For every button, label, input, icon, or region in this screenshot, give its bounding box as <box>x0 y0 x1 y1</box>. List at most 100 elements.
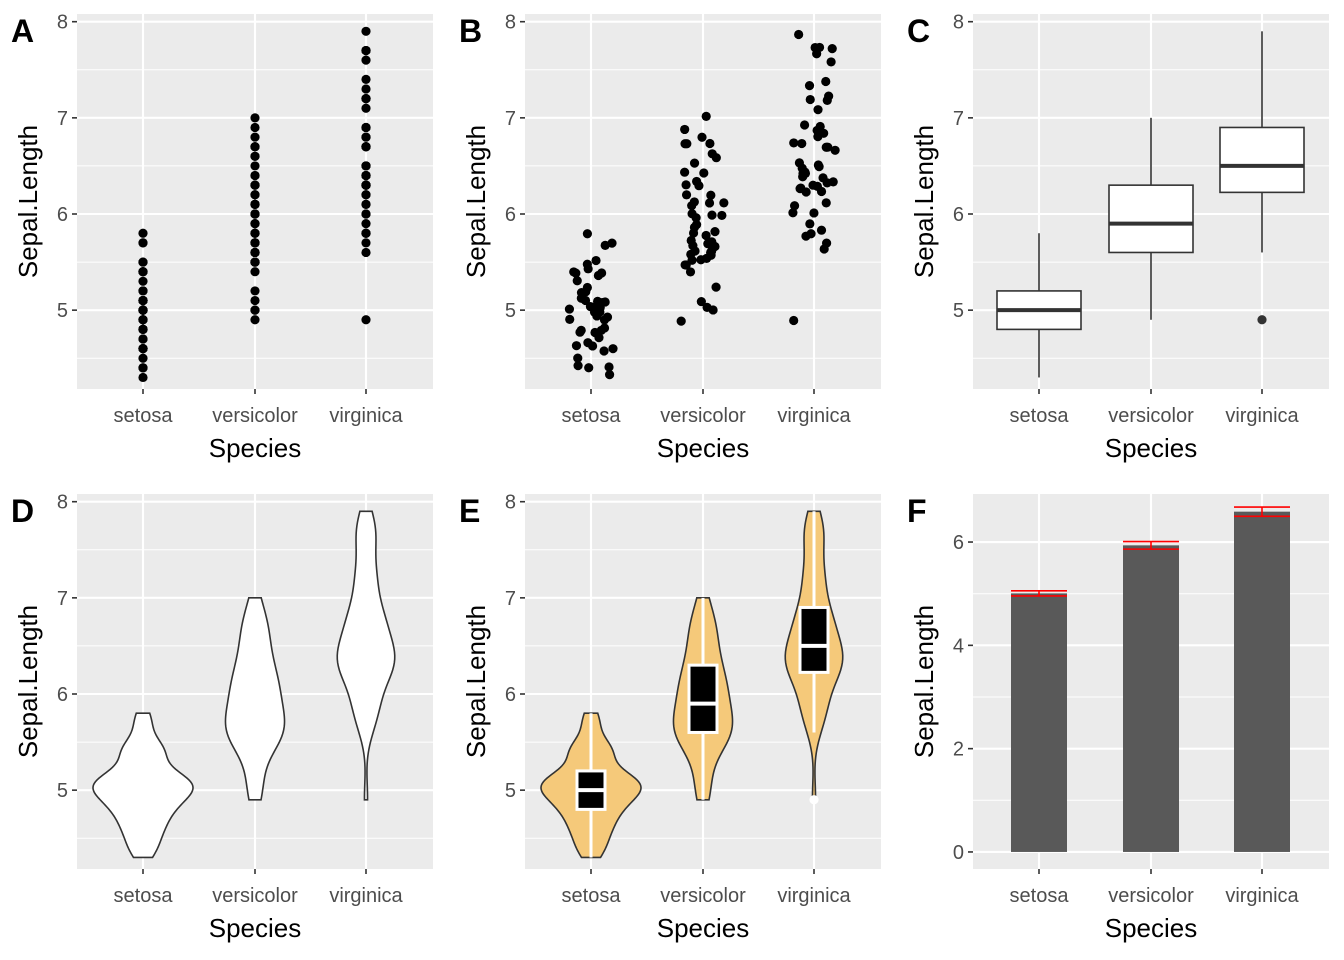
data-point-setosa <box>564 304 575 314</box>
data-point-virginica <box>361 190 371 200</box>
data-point-virginica <box>799 120 810 130</box>
data-point-virginica <box>361 199 371 209</box>
data-point-virginica <box>361 247 371 258</box>
data-point-setosa <box>607 238 617 248</box>
data-point-virginica <box>805 219 815 229</box>
y-tick-label: 7 <box>505 108 516 130</box>
data-point-setosa <box>575 327 585 337</box>
x-axis-title: Species <box>657 913 750 943</box>
x-tick-label: versicolor <box>1108 885 1194 907</box>
data-point-virginica <box>361 315 371 325</box>
data-point-versicolor <box>250 257 260 267</box>
y-tick-label: 6 <box>505 684 516 706</box>
data-point-versicolor <box>687 255 697 265</box>
data-point-versicolor <box>685 267 696 277</box>
plot-marks <box>564 29 840 380</box>
y-tick-label: 6 <box>953 532 964 554</box>
x-axis-title: Species <box>1105 913 1198 943</box>
data-point-setosa <box>138 267 148 277</box>
violin-setosa <box>92 712 194 859</box>
data-point-setosa <box>565 314 575 324</box>
data-point-versicolor <box>719 198 729 208</box>
data-point-versicolor <box>250 190 260 200</box>
y-tick-label: 8 <box>505 12 516 34</box>
y-axis-title: Sepal.Length <box>461 605 491 758</box>
y-tick-label: 7 <box>505 588 516 610</box>
x-tick-label: virginica <box>1225 885 1299 907</box>
data-point-versicolor <box>710 227 720 237</box>
data-point-virginica <box>801 231 811 241</box>
data-point-virginica <box>794 29 804 40</box>
x-tick-label: versicolor <box>660 405 746 427</box>
y-tick-label: 8 <box>57 492 68 514</box>
data-point-virginica <box>789 315 799 326</box>
data-point-setosa <box>138 286 148 296</box>
bar-setosa <box>1011 593 1067 852</box>
y-tick-label: 5 <box>57 300 68 322</box>
panel-tag: E <box>459 493 480 529</box>
data-point-virginica <box>804 81 815 91</box>
panel-e: 5 6 7 8 setosa versicolor virginica Species Sepa… <box>459 492 881 943</box>
x-tick-label: versicolor <box>212 405 298 427</box>
x-tick-label: virginica <box>329 885 403 907</box>
data-point-virginica <box>361 161 371 171</box>
data-point-virginica <box>361 238 371 248</box>
data-point-setosa <box>138 353 148 363</box>
y-tick-label: 8 <box>57 12 68 34</box>
data-point-versicolor <box>699 168 709 178</box>
data-point-versicolor <box>717 210 727 221</box>
data-point-virginica <box>814 42 825 53</box>
data-point-versicolor <box>711 153 721 163</box>
x-tick-label: virginica <box>777 405 851 427</box>
data-point-versicolor <box>250 267 260 277</box>
data-point-versicolor <box>691 213 701 223</box>
data-point-versicolor <box>705 138 715 149</box>
data-point-virginica <box>816 225 827 235</box>
data-point-virginica <box>361 228 371 238</box>
data-point-virginica <box>789 138 799 148</box>
inner-box-virginica <box>798 605 830 674</box>
data-point-versicolor <box>681 180 691 190</box>
data-point-setosa <box>138 228 148 238</box>
data-point-virginica <box>361 55 371 65</box>
data-point-versicolor <box>250 132 260 142</box>
data-point-versicolor <box>250 161 260 171</box>
data-point-versicolor <box>676 316 686 326</box>
y-tick-label: 8 <box>505 492 516 514</box>
data-point-versicolor <box>689 158 700 168</box>
data-point-setosa <box>573 353 583 363</box>
data-point-versicolor <box>691 219 702 230</box>
data-point-versicolor <box>250 238 260 248</box>
data-point-virginica <box>797 163 807 173</box>
data-point-virginica <box>797 138 807 149</box>
data-point-setosa <box>583 338 593 348</box>
data-point-setosa <box>593 270 604 281</box>
y-tick-label: 6 <box>953 204 964 226</box>
inner-outlier <box>809 795 819 805</box>
data-point-virginica <box>808 180 818 190</box>
plot-marks <box>996 31 1305 378</box>
data-point-virginica <box>813 132 823 142</box>
y-tick-label: 0 <box>953 842 964 864</box>
y-tick-label: 6 <box>57 204 68 226</box>
data-point-setosa <box>138 324 148 334</box>
data-point-virginica <box>795 184 805 194</box>
data-point-setosa <box>594 302 604 312</box>
data-point-virginica <box>819 244 829 254</box>
data-point-setosa <box>584 363 594 373</box>
bar-virginica <box>1234 511 1290 852</box>
data-point-virginica <box>361 170 371 181</box>
data-point-setosa <box>572 276 582 286</box>
plot-marks <box>138 26 371 383</box>
y-tick-label: 5 <box>953 300 964 322</box>
data-point-setosa <box>138 315 148 325</box>
x-tick-label: setosa <box>114 405 174 427</box>
data-point-setosa <box>138 295 148 306</box>
data-point-setosa <box>138 257 148 267</box>
data-point-setosa <box>590 327 600 338</box>
box-versicolor <box>1108 184 1194 254</box>
panel-d: 5 6 7 8 setosa versicolor virginica Species Sepa… <box>11 492 433 943</box>
data-point-versicolor <box>250 247 260 258</box>
data-point-virginica <box>361 45 371 56</box>
x-tick-label: setosa <box>1010 885 1070 907</box>
